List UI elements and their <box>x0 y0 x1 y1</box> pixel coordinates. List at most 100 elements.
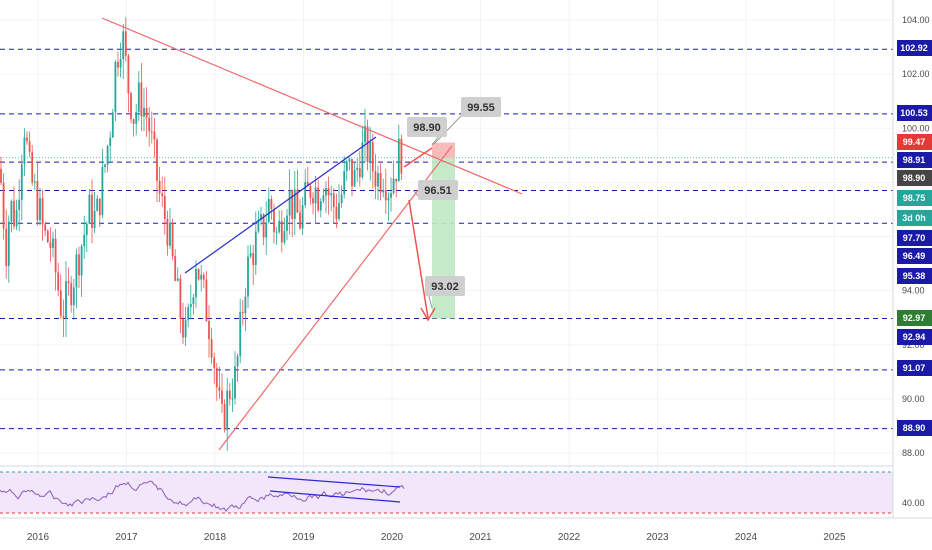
candle-body <box>239 311 242 357</box>
candle-body <box>317 187 320 211</box>
price-tag-label: 96.49 <box>903 251 926 261</box>
candle-body <box>265 222 268 238</box>
candle-body <box>176 278 179 281</box>
candle-body <box>208 321 210 340</box>
time-tick-label: 2023 <box>646 532 669 543</box>
rsi-line <box>0 480 405 512</box>
candle-body <box>104 164 106 167</box>
candle-body <box>301 205 304 229</box>
candle-body <box>140 82 143 117</box>
candle-body <box>254 231 257 266</box>
candle-body <box>384 190 387 201</box>
price-tag-label: 98.91 <box>903 155 926 165</box>
candle-body <box>13 200 15 227</box>
price-tag-label: 102.92 <box>900 43 928 53</box>
candle-body <box>109 137 112 147</box>
candle-body <box>392 178 395 193</box>
price-tag <box>897 105 932 121</box>
candle-body <box>267 199 270 223</box>
trendlines <box>101 17 523 451</box>
candle-body <box>283 230 286 243</box>
candle-body <box>395 178 398 182</box>
price-tag <box>897 152 932 168</box>
candle-body <box>202 274 205 280</box>
candle-body <box>20 164 23 200</box>
rsi-trendline-upper <box>267 476 401 488</box>
candle-body <box>62 316 65 319</box>
candle-body <box>221 390 223 404</box>
candle-body <box>291 190 294 219</box>
candle-body <box>52 238 54 248</box>
candle-body <box>174 255 177 281</box>
price-tag-label: 92.94 <box>903 332 926 342</box>
candle-body <box>322 195 325 202</box>
candle-body <box>228 390 231 399</box>
price-tag-label: 98.90 <box>903 173 926 183</box>
candle-body <box>309 185 312 198</box>
candle-body <box>122 31 125 60</box>
candle-body <box>54 238 57 273</box>
candle-body <box>288 190 291 216</box>
down-arrow-icon <box>420 307 436 322</box>
callout-labels: 99.55 98.90 96.51 93.02 <box>407 97 501 296</box>
candle-body <box>327 187 330 196</box>
candlesticks <box>0 17 403 451</box>
rsi-panel <box>0 471 893 514</box>
candle-body <box>39 198 41 221</box>
trendline-lower-support <box>218 145 453 451</box>
candle-body <box>153 131 156 140</box>
candle-body <box>96 198 99 211</box>
candle-body <box>273 209 275 233</box>
candle-body <box>119 59 122 68</box>
candle-body <box>275 231 278 233</box>
price-tag-label: 97.70 <box>903 233 926 243</box>
price-tag-label: 91.07 <box>903 363 926 373</box>
candle-body <box>319 201 322 211</box>
candle-body <box>184 319 187 338</box>
candle-body <box>145 108 148 118</box>
price-tick-label: 100.00 <box>902 123 930 133</box>
candle-body <box>244 296 247 314</box>
price-tag <box>897 360 932 376</box>
candle-body <box>231 398 234 400</box>
candle-body <box>114 61 117 113</box>
price-tag <box>897 248 932 264</box>
candle-body <box>171 222 174 256</box>
candle-body <box>93 210 96 229</box>
rsi-tick-label: 40.00 <box>902 498 925 508</box>
candle-body <box>179 278 182 319</box>
callout-label: 99.55 <box>467 102 495 114</box>
time-tick-label: 2021 <box>469 532 492 543</box>
candle-body <box>18 199 21 211</box>
candle-body <box>205 279 208 322</box>
callout-label: 96.51 <box>424 185 452 197</box>
candle-body <box>80 246 83 276</box>
candle-body <box>111 112 114 138</box>
price-tick-label: 88.00 <box>902 448 925 458</box>
price-tick-label: 102.00 <box>902 69 930 79</box>
candle-body <box>130 93 132 120</box>
candle-body <box>223 403 226 430</box>
candle-body <box>325 187 327 196</box>
time-tick-label: 2016 <box>27 532 50 543</box>
candle-body <box>338 203 340 219</box>
candle-body <box>117 61 119 68</box>
callout-label: 93.02 <box>431 281 459 293</box>
candle-body <box>101 166 104 216</box>
candle-body <box>351 158 353 187</box>
candle-body <box>280 220 283 243</box>
time-tick-label: 2019 <box>292 532 315 543</box>
candle-body <box>36 181 39 221</box>
candle-body <box>366 126 369 163</box>
candle-body <box>371 142 374 172</box>
price-tag <box>897 134 932 150</box>
candle-body <box>98 198 101 216</box>
candle-body <box>400 138 403 174</box>
candle-body <box>262 214 265 238</box>
candle-body <box>65 281 67 319</box>
candle-body <box>314 187 317 204</box>
candle-body <box>10 200 13 222</box>
trendline-channel-upper <box>184 136 377 274</box>
